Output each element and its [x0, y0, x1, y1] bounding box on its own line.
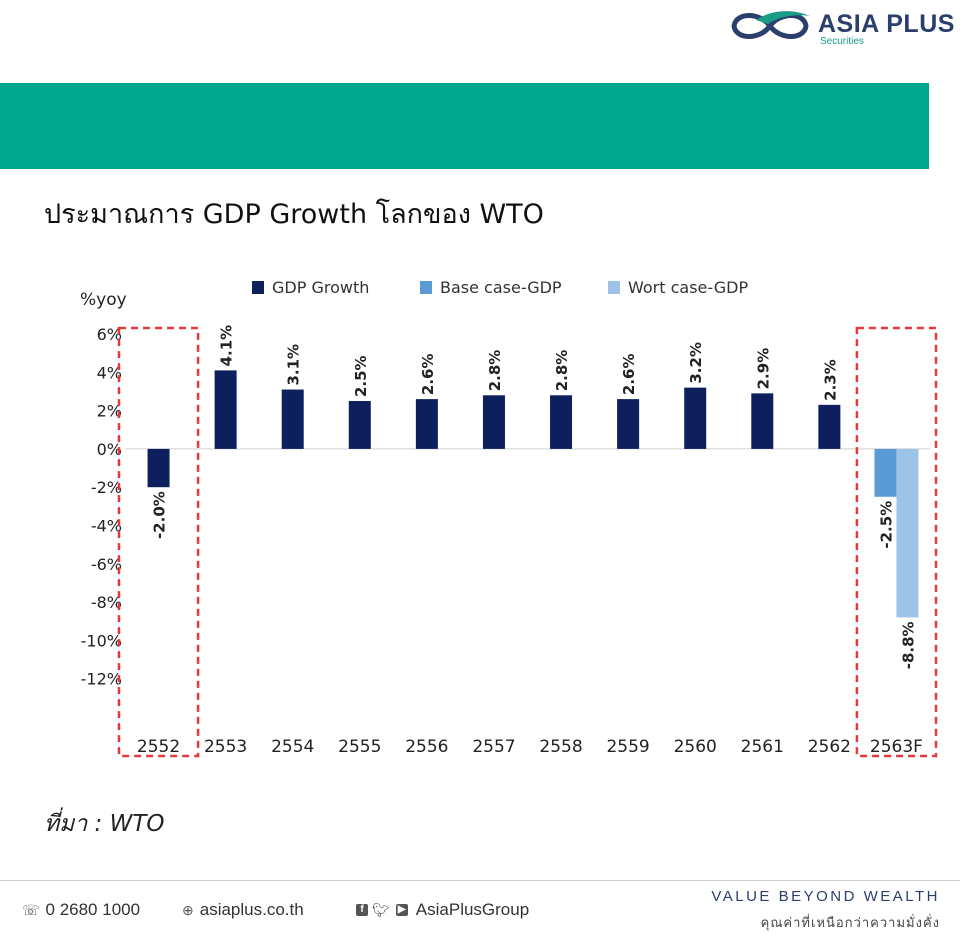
x-tick-label: 2561 [741, 737, 784, 757]
footer-social[interactable]: f 🐦︎ ▶ AsiaPlusGroup [356, 900, 529, 920]
twitter-icon: 🐦︎ [372, 901, 390, 918]
tagline-thai: คุณค่าที่เหนือกว่าความมั่งคั่ง [760, 916, 940, 931]
bar [482, 395, 505, 449]
facebook-icon: f [356, 904, 368, 916]
brand-sub: Securities [820, 36, 864, 47]
bar [214, 370, 237, 449]
x-tick-label: 2554 [271, 737, 314, 757]
x-tick-label: 2557 [472, 737, 515, 757]
x-tick-label: 2559 [606, 737, 649, 757]
phone-icon: ☏ [22, 901, 40, 918]
website-text: asiaplus.co.th [199, 900, 304, 919]
x-tick-label: 2558 [539, 737, 582, 757]
x-tick-label: 2552 [137, 737, 180, 757]
y-tick-label: -8% [91, 593, 122, 612]
bar [147, 448, 170, 488]
y-tick-label: 0% [97, 440, 122, 459]
data-label: -8.8% [899, 621, 917, 669]
bar [550, 395, 573, 449]
data-label: 2.6% [620, 354, 638, 396]
page-title: ประมาณการ GDP Growth โลกของ WTO [44, 199, 544, 230]
data-label: 2.8% [486, 350, 504, 392]
y-tick-label: -4% [91, 517, 122, 536]
x-tick-label: 2553 [204, 737, 247, 757]
y-tick-label: -6% [91, 555, 122, 574]
data-label: 2.5% [352, 355, 370, 397]
y-tick-label: 2% [97, 402, 122, 421]
bar [896, 448, 919, 618]
legend-label: GDP Growth [272, 278, 369, 297]
data-label: 3.1% [285, 344, 303, 386]
legend-label: Wort case-GDP [628, 278, 748, 297]
y-tick-label: -12% [81, 670, 122, 689]
globe-icon: ⊕ [182, 901, 194, 918]
phone-number: 0 2680 1000 [45, 900, 141, 919]
bar [684, 387, 707, 449]
legend-label: Base case-GDP [440, 278, 562, 297]
tagline: VALUE BEYOND WEALTH [711, 888, 940, 905]
bar [281, 389, 304, 449]
bar [818, 404, 841, 449]
y-tick-label: 6% [97, 325, 122, 344]
data-label: 2.8% [553, 350, 571, 392]
bar [348, 401, 371, 449]
footer-divider [0, 880, 960, 881]
header-band [0, 83, 929, 169]
source-note: ที่มา : WTO [44, 811, 165, 837]
x-tick-label: 2560 [674, 737, 717, 757]
data-label: -2.0% [151, 491, 169, 539]
x-tick-label: 2562 [808, 737, 851, 757]
x-tick-label: 2555 [338, 737, 381, 757]
data-label: -2.5% [877, 501, 895, 549]
bar [751, 393, 774, 449]
data-label: 3.2% [687, 342, 705, 384]
gdp-growth-chart: %yoy 6% 4% 2% 0% -2% -4% -6% -8% -10% -12% GDP Grow… [80, 278, 938, 758]
footer-website[interactable]: ⊕ asiaplus.co.th [182, 900, 304, 920]
y-tick-label: -10% [81, 631, 122, 650]
y-tick-label: -2% [91, 478, 122, 497]
data-label: 2.6% [419, 354, 437, 396]
brand-name: ASIA PLUS [818, 10, 955, 38]
x-tick-label: 2563F [870, 737, 923, 757]
data-label: 4.1% [218, 325, 236, 367]
youtube-icon: ▶ [395, 904, 408, 916]
legend-swatch [420, 281, 432, 294]
footer-phone[interactable]: ☏ 0 2680 1000 [22, 900, 140, 920]
bar [874, 448, 897, 497]
legend-swatch [608, 281, 620, 294]
infinity-logo-icon [731, 11, 810, 39]
bar [415, 399, 438, 449]
y-tick-label: 4% [97, 363, 122, 382]
highlight-box [855, 326, 938, 758]
bar [617, 399, 640, 449]
data-label: 2.9% [754, 348, 772, 390]
legend-swatch [252, 281, 264, 294]
y-axis-label: %yoy [80, 290, 127, 310]
data-label: 2.3% [821, 359, 839, 401]
social-handle: AsiaPlusGroup [415, 900, 530, 919]
highlight-box [117, 326, 200, 758]
asia-plus-logo: ASIA PLUS Securities [726, 6, 954, 47]
x-tick-label: 2556 [405, 737, 448, 757]
